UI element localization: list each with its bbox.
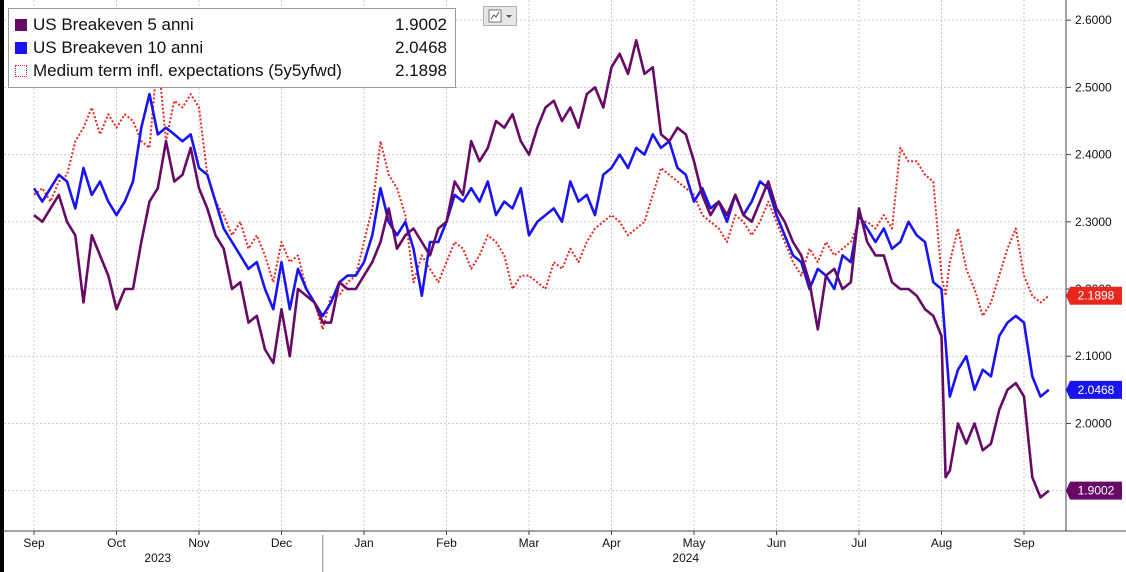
y-tick-label: 2.5000 (1075, 80, 1112, 94)
legend-swatch-5y (15, 19, 27, 31)
x-tick-label: Jun (767, 536, 786, 550)
legend-swatch-5y5y (15, 65, 27, 77)
y-tick-label: 2.0000 (1075, 416, 1112, 430)
year-label: 2024 (672, 551, 699, 565)
last-value-box-0 (1066, 481, 1122, 500)
plot-area (4, 0, 1066, 531)
legend-item-5y: US Breakeven 5 anni 1.9002 (15, 15, 447, 35)
last-value-box-2 (1066, 286, 1122, 305)
legend-label-5y5y: Medium term infl. expectations (5y5yfwd) (33, 61, 342, 80)
x-tick-label: Dec (271, 536, 292, 550)
x-tick-label: Aug (931, 536, 952, 550)
legend-value-5y: 1.9002 (395, 15, 447, 34)
last-value-box-1 (1066, 380, 1122, 399)
x-tick-label: Mar (519, 536, 540, 550)
y-axis-area (1066, 0, 1126, 531)
x-tick-label: Oct (107, 536, 126, 550)
last-value-label-1: 2.0468 (1078, 383, 1115, 397)
chart-tool-button[interactable] (483, 6, 517, 26)
chart-tool-icon (488, 9, 512, 23)
legend-item-10y: US Breakeven 10 anni 2.0468 (15, 38, 447, 58)
legend: US Breakeven 5 anni 1.9002 US Breakeven … (8, 8, 456, 88)
x-tick-label: Sep (1013, 536, 1035, 550)
x-tick-label: Jul (851, 536, 866, 550)
x-tick-label: May (683, 536, 706, 550)
year-label: 2023 (144, 551, 171, 565)
x-tick-label: Nov (188, 536, 209, 550)
series-line-0 (33, 38, 1050, 499)
legend-value-5y5y: 2.1898 (395, 61, 447, 80)
legend-label-10y: US Breakeven 10 anni (33, 38, 204, 57)
legend-label-5y: US Breakeven 5 anni (33, 15, 194, 34)
last-value-label-2: 2.1898 (1078, 289, 1115, 303)
y-tick-label: 2.3000 (1075, 215, 1112, 229)
legend-item-5y5y: Medium term infl. expectations (5y5yfwd)… (15, 61, 447, 81)
y-tick-label: 2.6000 (1075, 13, 1112, 27)
x-tick-label: Feb (436, 536, 457, 550)
x-tick-label: Apr (602, 536, 621, 550)
y-tick-label: 2.1000 (1075, 349, 1112, 363)
y-tick-label: 2.4000 (1075, 148, 1112, 162)
legend-value-10y: 2.0468 (395, 38, 447, 57)
x-axis-area (4, 531, 1126, 572)
legend-swatch-10y (15, 42, 27, 54)
series-line-1 (32, 92, 1050, 398)
x-tick-label: Jan (354, 536, 373, 550)
last-value-label-0: 1.9002 (1078, 484, 1115, 498)
x-tick-label: Sep (23, 536, 45, 550)
